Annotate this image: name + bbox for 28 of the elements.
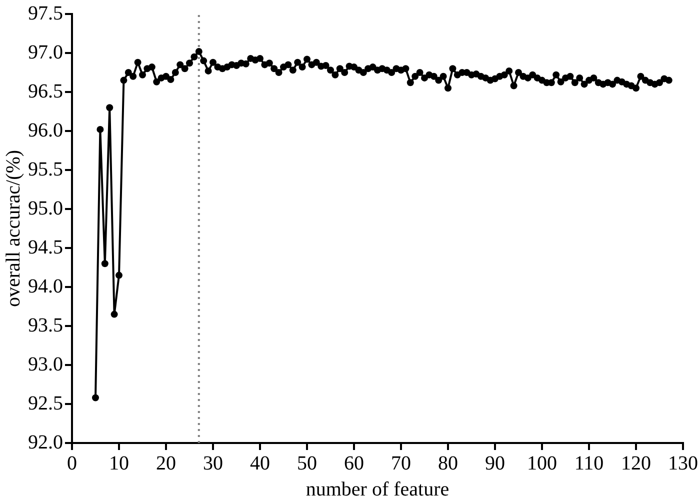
x-tick-label: 90 [485, 452, 505, 474]
y-tick-label: 94.0 [28, 275, 63, 298]
y-tick-label: 97.5 [28, 2, 63, 24]
y-tick-label: 96.0 [28, 119, 63, 142]
x-tick-label: 60 [344, 452, 364, 474]
x-tick-label: 100 [527, 452, 557, 474]
y-axis-title: overall accurac/(%) [2, 150, 24, 308]
y-tick-label: 93.5 [28, 314, 63, 336]
y-tick-label: 93.0 [28, 353, 63, 376]
x-tick-label: 70 [391, 452, 411, 474]
x-tick-label: 0 [67, 452, 77, 474]
y-tick-label: 96.5 [28, 80, 63, 102]
x-tick-label: 50 [297, 452, 317, 474]
y-tick-label: 97.0 [28, 41, 63, 64]
x-tick-label: 130 [668, 452, 698, 474]
x-tick-label: 40 [250, 452, 270, 474]
y-tick-label: 94.5 [28, 236, 63, 258]
y-tick-label: 95.0 [28, 197, 63, 220]
x-axis-title: number of feature [306, 478, 450, 500]
x-tick-label: 110 [574, 452, 604, 474]
x-tick-label: 80 [438, 452, 458, 474]
y-tick-label: 92.0 [28, 431, 63, 454]
x-tick-label: 20 [156, 452, 176, 474]
x-tick-label: 120 [621, 452, 651, 474]
y-tick-label: 92.5 [28, 392, 63, 414]
x-tick-label: 10 [109, 452, 129, 474]
y-tick-label: 95.5 [28, 158, 63, 180]
x-tick-label: 30 [203, 452, 223, 474]
